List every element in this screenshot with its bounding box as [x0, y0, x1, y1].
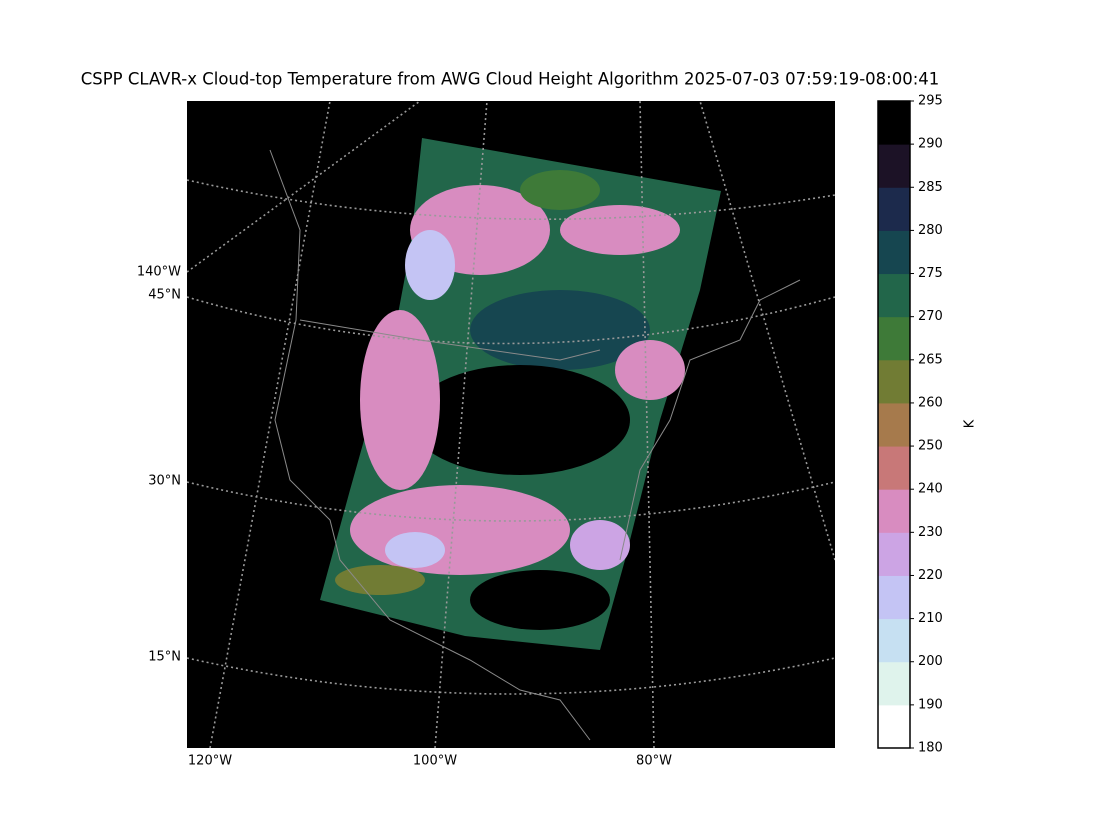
colorbar-segment: [878, 704, 910, 749]
map-panel: [187, 101, 835, 748]
colorbar-segment: [878, 532, 910, 576]
colorbar-segment: [878, 575, 910, 620]
colorbar-segment: [878, 446, 910, 490]
colorbar-tick-label: 220: [918, 568, 943, 583]
colorbar-tick-label: 240: [918, 482, 943, 497]
colorbar-tick-label: 280: [918, 223, 943, 238]
lon-label: 100°W: [413, 754, 457, 769]
colorbar: 180 190 200 210 220 230 240 250 260 265 270 275 280 2…: [877, 94, 943, 756]
colorbar-segment: [878, 273, 910, 318]
colorbar-label: K: [963, 419, 978, 428]
lat-label: 30°N: [148, 474, 181, 489]
colorbar-tick-label: 250: [918, 439, 943, 454]
colorbar-segment: [878, 144, 910, 188]
colorbar-tick-label: 270: [918, 309, 943, 324]
colorbar-segment: [878, 359, 910, 404]
colorbar-tick-label: 230: [918, 525, 943, 540]
colorbar-tick-label: 180: [918, 741, 943, 756]
colorbar-tick-label: 265: [918, 352, 943, 367]
colorbar-tick-label: 190: [918, 697, 943, 712]
colorbar-segment: [878, 489, 910, 533]
lon-label: 80°W: [636, 754, 672, 769]
colorbar-segment: [878, 661, 910, 706]
colorbar-segment: [878, 230, 910, 275]
colorbar-tick-label: 210: [918, 611, 943, 626]
colorbar-tick-label: 295: [918, 94, 943, 109]
colorbar-tick-label: 200: [918, 654, 943, 669]
lat-labels: 140°W 45°N 30°N 15°N: [137, 265, 181, 665]
colorbar-tick-label: 275: [918, 266, 943, 281]
lat-label: 140°W: [137, 265, 181, 280]
colorbar-frame: [877, 100, 911, 749]
lon-label: 120°W: [188, 754, 232, 769]
colorbar-tick-label: 290: [918, 137, 943, 152]
lat-label: 45°N: [148, 288, 181, 303]
colorbar-segment: [878, 101, 910, 145]
colorbar-tick-label: 260: [918, 395, 943, 410]
colorbar-segment: [878, 402, 910, 447]
lat-label: 15°N: [148, 650, 181, 665]
colorbar-segment: [878, 187, 910, 231]
cloud-swath: [320, 138, 721, 650]
lon-labels: 120°W 100°W 80°W: [188, 754, 672, 769]
map-title: CSPP CLAVR-x Cloud-top Temperature from …: [81, 70, 940, 89]
colorbar-segment: [878, 316, 910, 361]
colorbar-segment: [878, 618, 910, 663]
colorbar-tick-label: 285: [918, 180, 943, 195]
